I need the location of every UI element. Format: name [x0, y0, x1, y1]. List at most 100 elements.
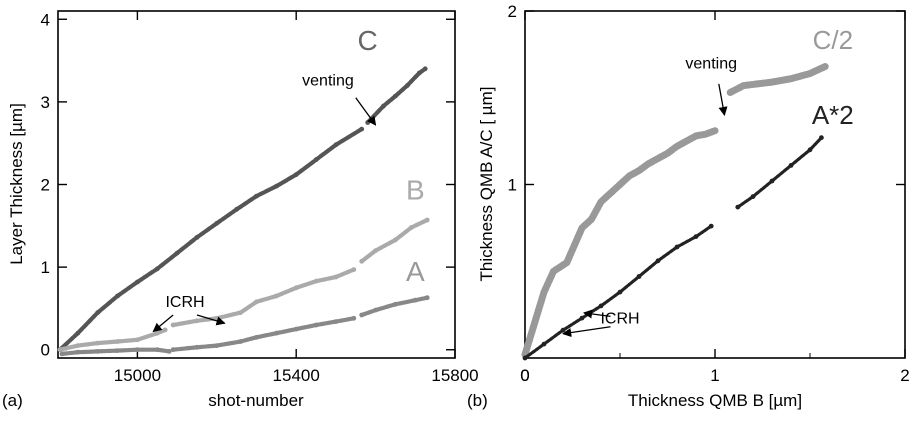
x-axis-label: Thickness QMB B [µm] [628, 391, 802, 410]
y-tick-label: 2 [508, 2, 517, 21]
data-point [636, 274, 642, 279]
data-point [194, 318, 200, 324]
data-point [194, 235, 200, 240]
y-tick-label: 0 [41, 341, 50, 360]
data-point [381, 103, 386, 109]
annotation-arrow [196, 314, 226, 326]
series-line [736, 136, 823, 209]
data-point [655, 258, 661, 264]
data-point [373, 248, 378, 254]
data-point [819, 135, 824, 141]
data-point [393, 93, 398, 99]
series-c2 [521, 63, 829, 358]
data-point [674, 244, 680, 250]
data-point [607, 190, 614, 197]
series-line [171, 267, 356, 328]
data-point [424, 295, 430, 301]
annotation-arrow [562, 326, 611, 338]
data-point [333, 274, 339, 280]
series-label: B [406, 174, 425, 205]
annotation-label: ICRH [165, 294, 204, 311]
data-point [588, 216, 595, 223]
data-point [115, 348, 120, 353]
data-point [293, 326, 299, 332]
data-point [95, 340, 101, 346]
data-point [626, 172, 633, 179]
data-point [214, 343, 220, 348]
series-label: C [358, 25, 378, 56]
data-point [617, 289, 623, 295]
data-point [238, 310, 244, 315]
data-point [174, 250, 180, 256]
x-tick-label: 1 [710, 366, 719, 385]
annotation-arrow [152, 314, 174, 333]
series-line [171, 316, 356, 352]
annotation-label: ICRH [600, 310, 639, 327]
y-tick-label: 3 [41, 93, 50, 112]
data-point [293, 172, 299, 178]
annotation-arrow [582, 309, 611, 319]
data-point [424, 217, 430, 223]
data-point [531, 320, 538, 327]
data-point [254, 334, 259, 340]
data-point [788, 163, 794, 168]
series-a [59, 295, 430, 357]
series-c [57, 66, 428, 353]
data-point [598, 303, 604, 309]
y-axis-label: Thickness QMB A/C [ µm] [477, 87, 496, 282]
data-point [359, 312, 365, 318]
data-point [393, 237, 398, 243]
data-point [359, 126, 365, 132]
data-point [750, 194, 756, 200]
data-point [75, 349, 81, 355]
series-a2 [522, 135, 824, 361]
data-point [563, 259, 570, 266]
data-point [692, 132, 700, 140]
data-point [522, 355, 528, 361]
data-point [135, 337, 140, 343]
x-tick-label: 0 [520, 366, 529, 385]
data-point [135, 279, 140, 285]
data-point [412, 297, 418, 303]
data-point [135, 347, 140, 353]
panel-label: (a) [2, 391, 23, 410]
data-point [95, 349, 101, 354]
data-point [616, 181, 624, 188]
series-label: A [406, 256, 425, 287]
data-point [735, 204, 741, 210]
data-point [274, 293, 279, 299]
data-point [57, 347, 63, 353]
data-point [351, 267, 357, 272]
data-point [393, 301, 398, 307]
data-point [550, 268, 557, 275]
data-point [578, 224, 586, 232]
panel-a: 15000 15400 15800 0 1 2 3 4 shot-number Layer Thi… [2, 10, 479, 410]
data-point [597, 198, 605, 205]
data-point [787, 75, 795, 82]
data-point [313, 157, 319, 163]
data-point [293, 285, 299, 291]
data-point [166, 349, 172, 354]
data-point [645, 160, 652, 167]
data-point [170, 322, 176, 328]
panel-label: (b) [467, 391, 488, 410]
data-point [635, 167, 643, 174]
data-point [416, 70, 422, 76]
data-point [408, 225, 414, 230]
data-point [333, 319, 339, 324]
x-tick-label: 2 [900, 366, 909, 385]
data-point [154, 266, 160, 272]
x-tick-label: 0 [520, 366, 529, 385]
y-tick-label: 4 [41, 10, 50, 29]
data-point [727, 89, 734, 96]
data-point [351, 315, 357, 321]
data-point [214, 220, 220, 226]
data-point [560, 327, 566, 333]
annotation-arrow [718, 83, 728, 116]
data-point [702, 131, 709, 138]
data-point [708, 223, 714, 229]
data-point [154, 330, 160, 336]
data-point [313, 322, 319, 328]
x-tick-label: 15400 [273, 366, 320, 385]
